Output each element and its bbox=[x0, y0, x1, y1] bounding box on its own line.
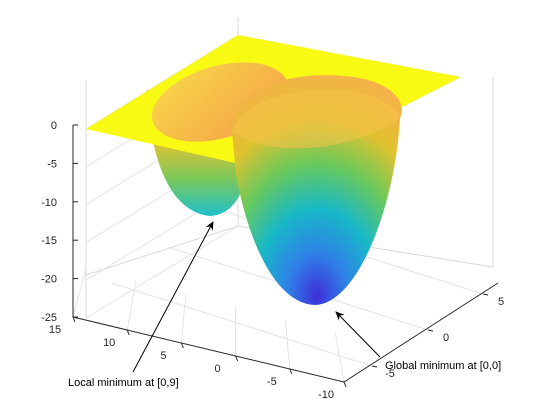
local-minimum-arrow bbox=[132, 221, 214, 373]
front-axes bbox=[72, 125, 499, 383]
y-gridline bbox=[180, 293, 187, 344]
global-minimum-label: Global minimum at [0,0] bbox=[385, 360, 501, 372]
y-tick-label: -10 bbox=[318, 389, 334, 401]
x-axis-line bbox=[343, 282, 499, 383]
y-tick-mark bbox=[343, 381, 347, 388]
y-tick-label: -5 bbox=[267, 376, 277, 388]
z-tick-label: 0 bbox=[51, 120, 57, 132]
z-tick-label: -25 bbox=[41, 312, 57, 324]
x-tick-label: 0 bbox=[443, 332, 449, 344]
x-tick-mark bbox=[371, 365, 378, 368]
y-tick-mark bbox=[72, 316, 76, 323]
global-minimum-arrow bbox=[335, 311, 381, 358]
x-tick-labels: -5 0 5 bbox=[371, 293, 504, 380]
y-tick-labels: 15 10 5 0 -5 -10 bbox=[49, 316, 347, 401]
y-tick-mark bbox=[126, 329, 130, 336]
y-tick-label: 15 bbox=[49, 324, 61, 336]
surface bbox=[86, 35, 461, 305]
y-tick-label: 0 bbox=[215, 363, 221, 375]
y-gridline bbox=[126, 280, 137, 331]
y-gridline bbox=[72, 267, 87, 318]
y-tick-label: 10 bbox=[103, 337, 115, 349]
y-tick-mark bbox=[180, 342, 184, 349]
x-tick-label: 5 bbox=[498, 296, 504, 308]
y-gridline bbox=[284, 319, 291, 370]
z-tick-label: -10 bbox=[41, 197, 57, 209]
z-gridline bbox=[85, 225, 239, 319]
z-tick-labels: 0 -5 -10 -15 -20 -25 bbox=[41, 120, 78, 324]
annotations: Local minimum at [0,9] Global minimum at… bbox=[68, 221, 501, 389]
global-minimum-opening bbox=[232, 89, 400, 149]
x-gridline bbox=[111, 282, 373, 367]
z-tick-label: -15 bbox=[41, 235, 57, 247]
x-tick-mark bbox=[482, 293, 489, 296]
x-tick-mark bbox=[427, 329, 434, 332]
z-tick-label: -5 bbox=[47, 158, 57, 170]
y-tick-label: 5 bbox=[160, 350, 166, 362]
x-tick-label: -5 bbox=[385, 368, 395, 380]
box-edge-back-left bbox=[85, 225, 239, 276]
y-tick-mark bbox=[235, 355, 239, 362]
local-minimum-label: Local minimum at [0,9] bbox=[68, 377, 179, 389]
z-tick-label: -20 bbox=[41, 274, 57, 286]
y-gridline bbox=[334, 332, 345, 383]
y-tick-mark bbox=[289, 368, 293, 375]
y-axis-line bbox=[72, 316, 345, 383]
